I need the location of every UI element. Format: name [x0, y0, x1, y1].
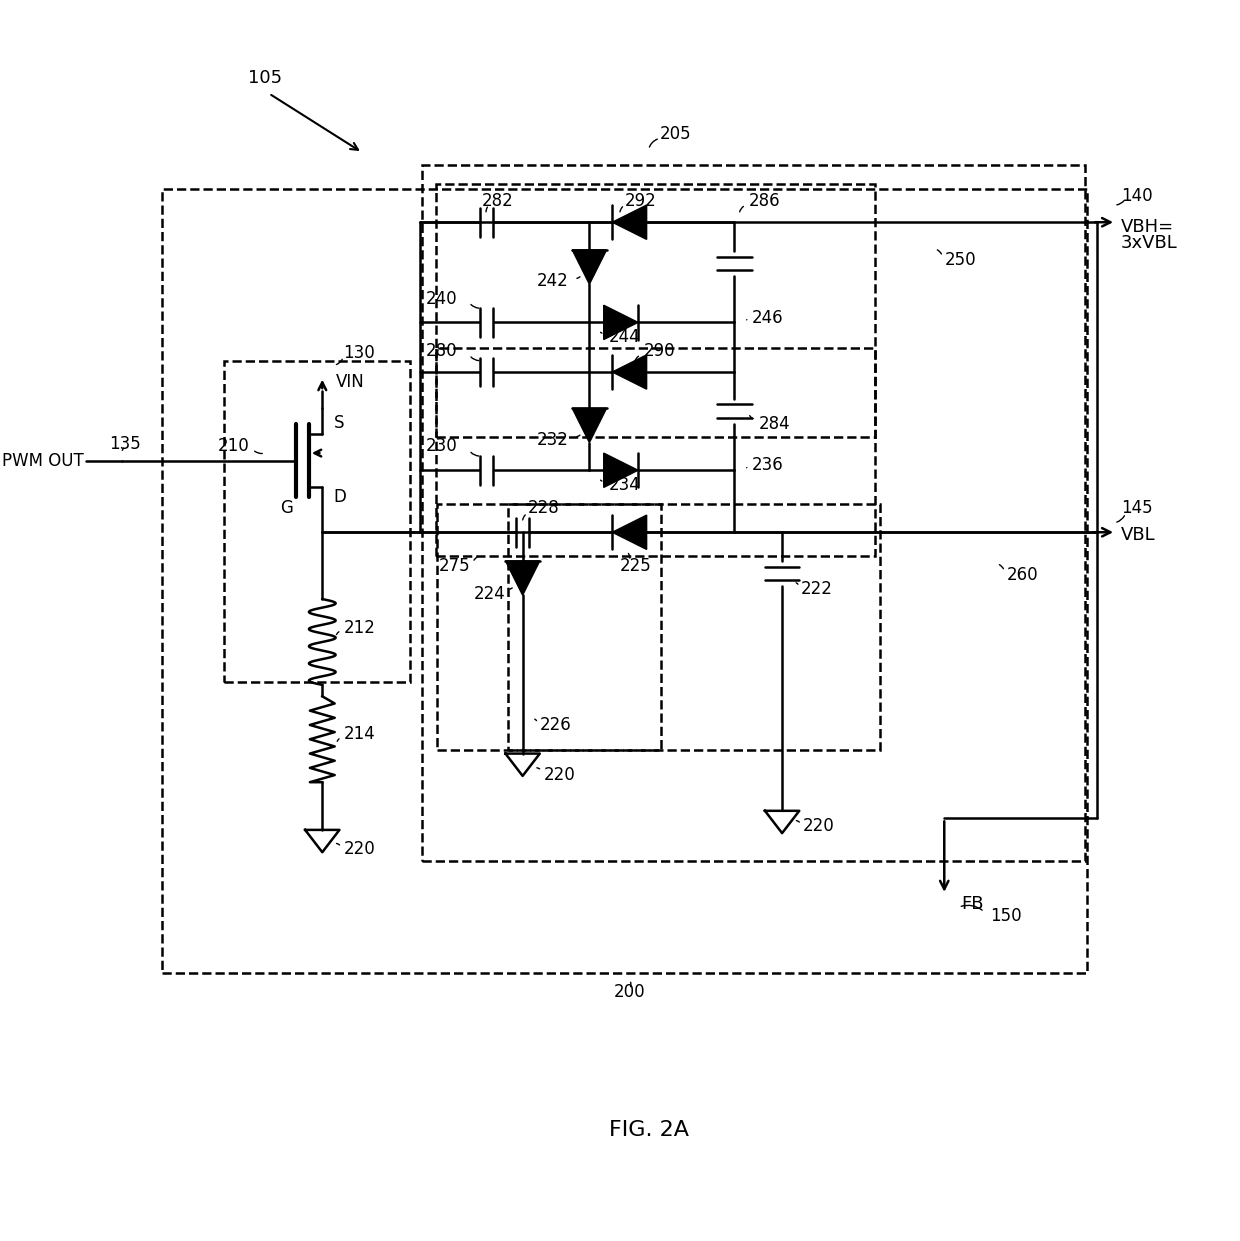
Text: 236: 236 [751, 457, 784, 474]
Bar [423, 165, 1085, 861]
Bar [435, 184, 874, 437]
Text: 242: 242 [537, 272, 568, 290]
Text: 228: 228 [527, 499, 559, 517]
Text: 210: 210 [218, 437, 249, 455]
Text: 250: 250 [945, 252, 976, 269]
Text: 140: 140 [1121, 186, 1152, 205]
Text: 105: 105 [248, 69, 281, 87]
Text: 224: 224 [474, 586, 506, 603]
Polygon shape [613, 355, 646, 390]
Text: VBL: VBL [1121, 526, 1156, 544]
Text: 260: 260 [1007, 566, 1038, 585]
Text: PWM OUT: PWM OUT [2, 452, 84, 469]
Text: 225: 225 [620, 557, 652, 575]
Text: 230: 230 [427, 437, 458, 455]
Text: 280: 280 [427, 343, 458, 360]
Bar [435, 349, 874, 556]
Polygon shape [572, 408, 606, 443]
Text: 234: 234 [609, 475, 640, 494]
Text: VIN: VIN [336, 372, 365, 391]
Text: 292: 292 [625, 192, 656, 210]
Text: 240: 240 [427, 289, 458, 308]
Polygon shape [604, 305, 639, 340]
Text: 284: 284 [758, 416, 790, 433]
Text: 130: 130 [343, 344, 374, 362]
Text: 222: 222 [801, 581, 833, 598]
Text: VBH=: VBH= [1121, 218, 1174, 236]
Bar [508, 504, 880, 750]
Text: 145: 145 [1121, 499, 1152, 517]
Bar [224, 361, 410, 683]
Text: 212: 212 [343, 619, 376, 637]
Polygon shape [613, 515, 646, 550]
Polygon shape [613, 205, 646, 240]
Text: S: S [334, 413, 345, 432]
Bar [162, 189, 1087, 973]
Text: 226: 226 [539, 716, 572, 733]
Text: 3xVBL: 3xVBL [1121, 235, 1178, 252]
Text: 232: 232 [537, 431, 568, 449]
Text: 220: 220 [343, 840, 374, 858]
Text: 246: 246 [751, 309, 784, 326]
Text: G: G [280, 499, 293, 517]
Text: 290: 290 [644, 343, 676, 360]
Polygon shape [506, 561, 539, 596]
Text: 220: 220 [804, 817, 835, 835]
Text: FB: FB [961, 895, 985, 913]
Text: 135: 135 [109, 434, 141, 453]
Text: 200: 200 [614, 983, 645, 1001]
Text: 244: 244 [609, 328, 640, 346]
Polygon shape [604, 453, 639, 488]
Text: 275: 275 [439, 557, 470, 575]
Bar [436, 504, 661, 750]
Text: FIG. 2A: FIG. 2A [609, 1121, 688, 1140]
Polygon shape [572, 249, 606, 284]
Text: 150: 150 [990, 907, 1022, 925]
Text: 282: 282 [481, 192, 513, 210]
Text: D: D [334, 488, 347, 506]
Text: 214: 214 [343, 726, 374, 743]
Text: 205: 205 [660, 124, 692, 143]
Text: 220: 220 [543, 766, 575, 783]
Text: 286: 286 [749, 192, 780, 210]
